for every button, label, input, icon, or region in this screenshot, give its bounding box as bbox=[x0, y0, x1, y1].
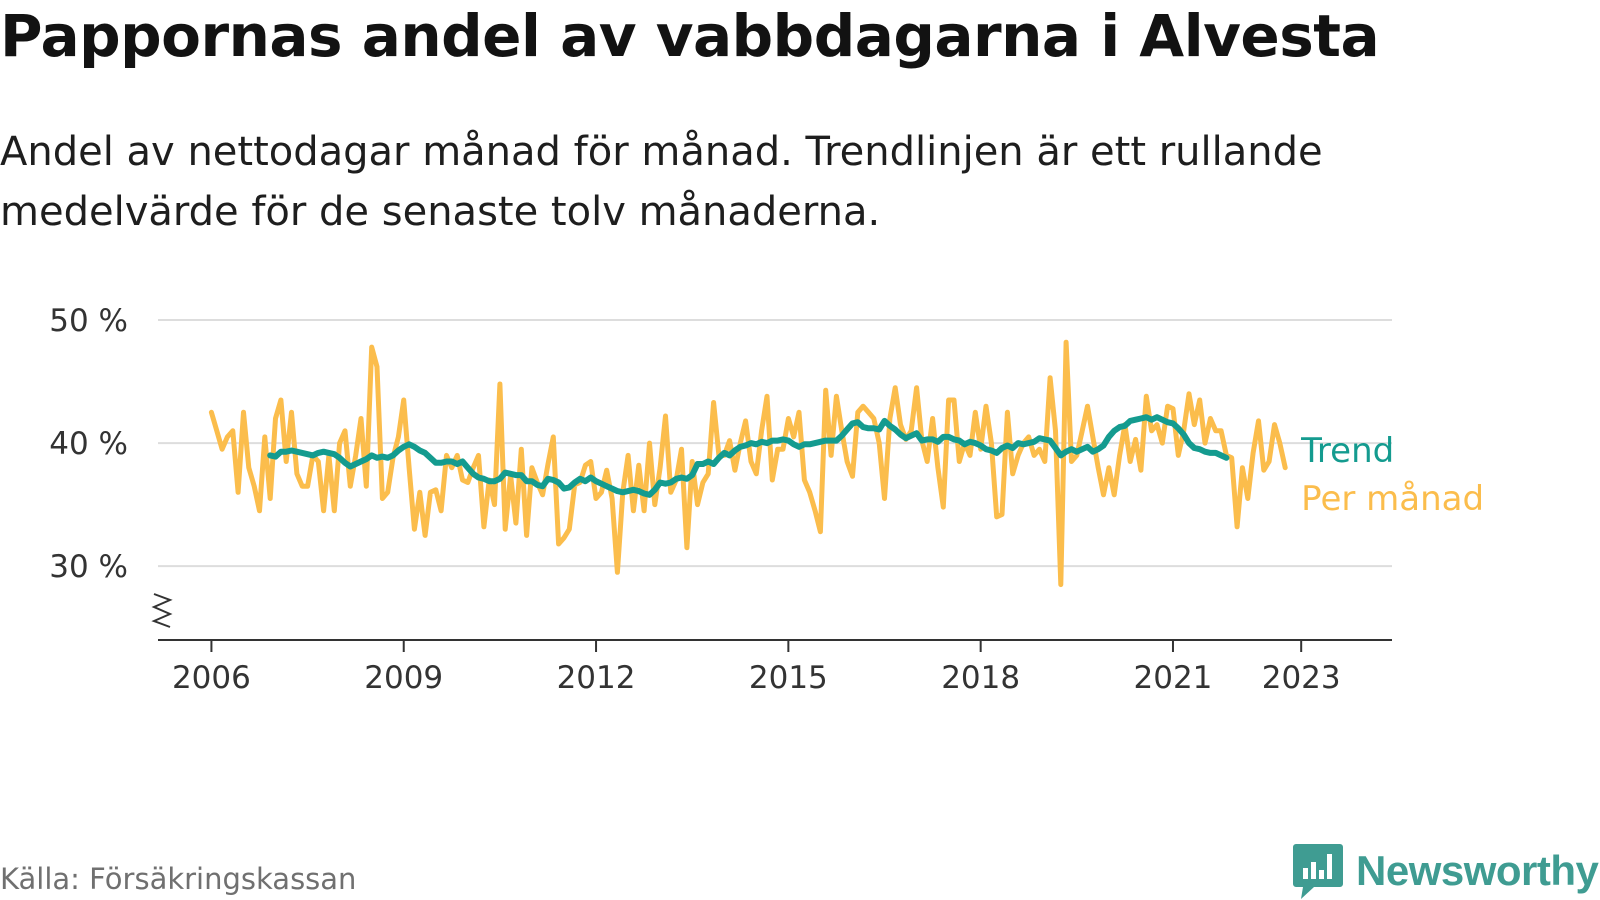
series-lines bbox=[208, 339, 1288, 588]
y-tick-label: 30 % bbox=[49, 549, 128, 585]
x-tick-label: 2023 bbox=[1262, 660, 1341, 696]
chart-subtitle: Andel av nettodagar månad för månad. Tre… bbox=[0, 129, 1323, 235]
series-line-per-manad bbox=[208, 339, 1288, 588]
y-tick-label: 50 % bbox=[49, 303, 128, 339]
chart-title: Pappornas andel av vabbdagarna i Alvesta bbox=[0, 2, 1380, 70]
x-tick-label: 2009 bbox=[364, 660, 443, 696]
line-chart: 30 % 40 % 50 % 2006 2009 2012 2015 2018 2021 2023… bbox=[49, 303, 1484, 696]
x-tick-label: 2006 bbox=[172, 660, 251, 696]
y-tick-label: 40 % bbox=[49, 426, 128, 462]
axis-break-icon bbox=[151, 593, 173, 628]
x-tick-label: 2021 bbox=[1134, 660, 1213, 696]
source-note: Källa: Försäkringskassan bbox=[0, 862, 357, 896]
legend-label-per-manad: Per månad bbox=[1301, 479, 1484, 519]
x-tick-label: 2015 bbox=[749, 660, 828, 696]
series-line-trend bbox=[267, 414, 1230, 498]
x-tick-label: 2018 bbox=[941, 660, 1020, 696]
x-tick-label: 2012 bbox=[557, 660, 636, 696]
brand-name: Newsworthy bbox=[1356, 847, 1599, 894]
brand-logo: Newsworthy bbox=[1292, 842, 1599, 900]
legend: Per månad Trend bbox=[1300, 431, 1484, 519]
legend-label-trend: Trend bbox=[1300, 431, 1394, 471]
newsworthy-logo-icon bbox=[1293, 844, 1343, 899]
axes: 30 % 40 % 50 % 2006 2009 2012 2015 2018 2021 2023 bbox=[49, 303, 1392, 696]
